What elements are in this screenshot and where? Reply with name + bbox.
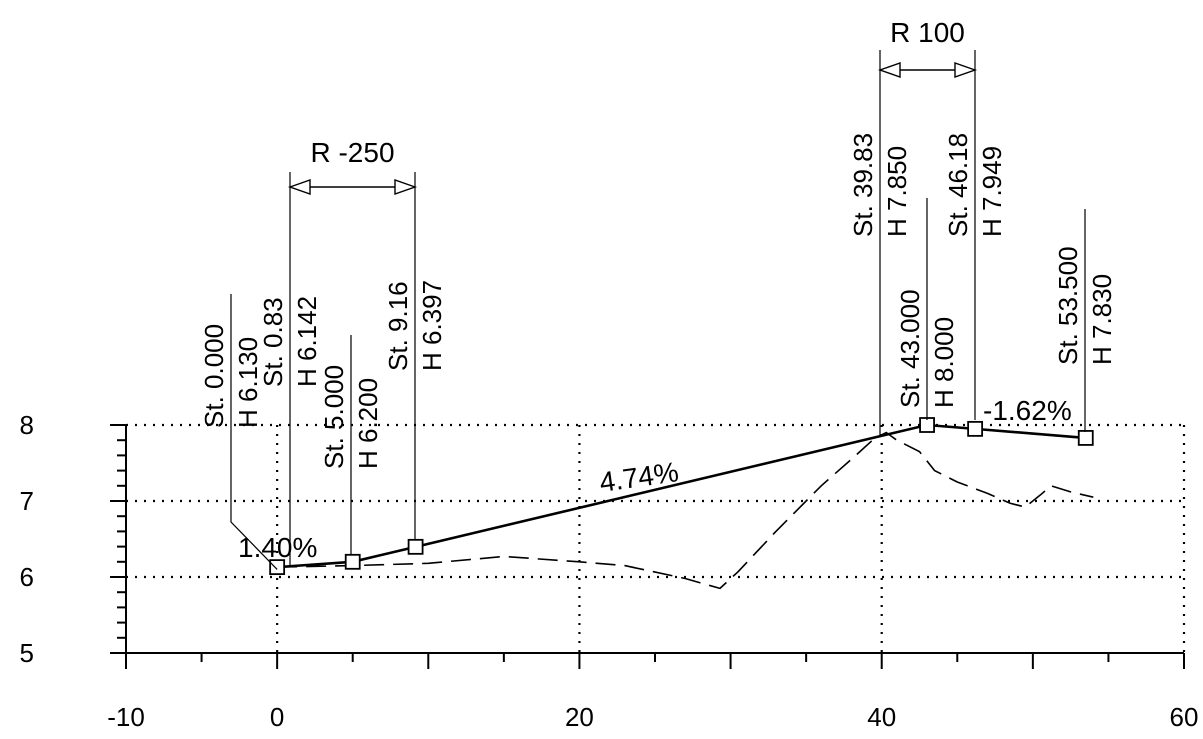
station-leader-line — [230, 294, 278, 570]
station-label: St. 53.500 — [1053, 246, 1083, 365]
radius-arrow-right — [394, 179, 418, 195]
existing-ground-series — [277, 431, 1094, 590]
grade-label: -1.62% — [983, 395, 1072, 426]
design-line — [277, 423, 1086, 569]
station-label: St. 0.000 — [199, 324, 229, 428]
station-label: St. 9.16 — [383, 281, 413, 371]
station-label: St. 43.000 — [895, 289, 925, 408]
height-label: H 6.130 — [233, 337, 263, 428]
height-label: H 7.830 — [1087, 274, 1117, 365]
vertex-marker — [967, 420, 984, 437]
height-label: H 6.397 — [417, 280, 447, 371]
radius-arrow-left — [287, 179, 311, 195]
vertex-marker — [919, 417, 935, 433]
x-tick-label: 60 — [1170, 702, 1199, 732]
radius-arrow-left — [877, 62, 901, 78]
y-tick-label: 6 — [20, 562, 34, 592]
grade-label: 4.74% — [598, 456, 681, 498]
station-annotations: St. 0.000 H 6.130 St. 5.000 H 6.200 St. 43.0… — [199, 17, 1117, 570]
x-tick-label: 0 — [270, 702, 284, 732]
station-label: St. 0.83 — [258, 297, 288, 387]
design-profile-series — [269, 417, 1094, 576]
y-tick-label: 8 — [20, 410, 34, 440]
station-label: St. 5.000 — [319, 365, 349, 469]
radius-arrow-right — [954, 62, 978, 78]
grid-lines — [126, 423, 1186, 653]
axes: -10 0 20 40 60 5 6 7 8 — [20, 410, 1199, 732]
station-label: St. 39.83 — [848, 133, 878, 237]
vertex-marker — [344, 553, 361, 570]
grade-label: 1.40% — [238, 532, 317, 563]
vertex-marker — [407, 538, 424, 555]
station-label: St. 46.18 — [943, 133, 973, 237]
vertex-marker — [269, 559, 286, 576]
radius-label: R -250 — [310, 137, 394, 168]
height-label: H 6.200 — [353, 378, 383, 469]
radius-label: R 100 — [890, 17, 965, 48]
height-label: H 7.949 — [977, 146, 1007, 237]
ground-line — [277, 431, 1094, 590]
height-label: H 8.000 — [929, 317, 959, 408]
y-tick-label: 7 — [20, 486, 34, 516]
vertex-marker — [1077, 430, 1094, 446]
height-label: H 6.142 — [292, 296, 322, 387]
y-tick-label: 5 — [20, 638, 34, 668]
height-label: H 7.850 — [882, 146, 912, 237]
x-tick-label: -10 — [107, 702, 145, 732]
x-tick-label: 20 — [565, 702, 594, 732]
x-tick-label: 40 — [867, 702, 896, 732]
